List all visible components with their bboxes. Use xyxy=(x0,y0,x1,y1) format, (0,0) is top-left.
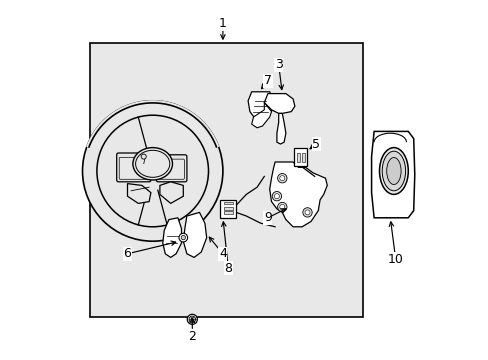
Ellipse shape xyxy=(379,148,407,194)
Polygon shape xyxy=(269,162,326,227)
FancyBboxPatch shape xyxy=(117,153,151,182)
Polygon shape xyxy=(371,131,414,218)
Text: 3: 3 xyxy=(274,58,282,71)
FancyBboxPatch shape xyxy=(159,159,184,179)
Bar xyxy=(296,153,299,162)
Bar xyxy=(220,200,236,218)
Text: 7: 7 xyxy=(264,75,271,87)
Circle shape xyxy=(97,115,208,227)
Bar xyxy=(223,211,232,214)
Polygon shape xyxy=(276,113,285,144)
FancyBboxPatch shape xyxy=(156,155,186,182)
Polygon shape xyxy=(264,94,294,113)
Bar xyxy=(223,207,232,210)
Text: 1: 1 xyxy=(219,17,226,30)
Text: 4: 4 xyxy=(219,247,226,260)
Ellipse shape xyxy=(133,148,172,180)
Circle shape xyxy=(82,101,223,241)
Text: i: i xyxy=(142,157,144,166)
Polygon shape xyxy=(163,218,181,257)
Bar xyxy=(223,202,232,204)
Circle shape xyxy=(189,316,195,323)
Bar xyxy=(301,153,304,162)
Text: 5: 5 xyxy=(312,138,320,150)
Polygon shape xyxy=(247,92,273,119)
Circle shape xyxy=(279,176,284,181)
Circle shape xyxy=(272,192,281,201)
Text: 6: 6 xyxy=(123,247,131,260)
Ellipse shape xyxy=(386,158,400,184)
Circle shape xyxy=(181,235,185,240)
Circle shape xyxy=(141,154,146,159)
Polygon shape xyxy=(160,182,183,203)
Circle shape xyxy=(274,194,279,199)
Text: 8: 8 xyxy=(224,262,232,275)
Circle shape xyxy=(277,202,286,212)
Text: 2: 2 xyxy=(188,330,196,343)
Circle shape xyxy=(187,314,197,324)
Ellipse shape xyxy=(135,150,169,177)
Polygon shape xyxy=(127,184,151,203)
Text: 9: 9 xyxy=(264,211,271,224)
Circle shape xyxy=(302,208,311,217)
Text: 10: 10 xyxy=(387,253,403,266)
Polygon shape xyxy=(251,103,271,128)
Circle shape xyxy=(179,233,187,242)
Ellipse shape xyxy=(382,151,405,191)
Circle shape xyxy=(277,174,286,183)
Bar xyxy=(293,148,306,166)
Circle shape xyxy=(305,210,309,215)
Bar xyxy=(89,43,363,317)
Circle shape xyxy=(279,204,284,210)
Polygon shape xyxy=(183,212,206,257)
FancyBboxPatch shape xyxy=(119,157,148,179)
